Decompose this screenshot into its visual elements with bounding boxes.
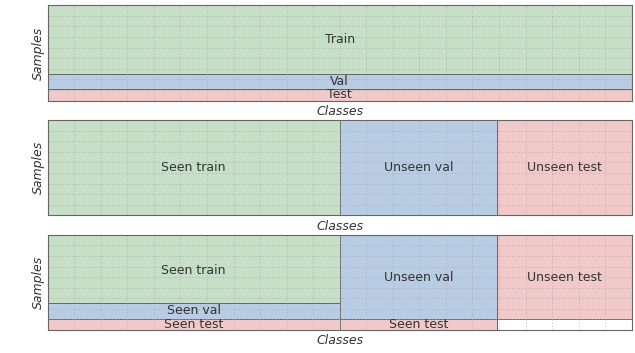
Text: Unseen test: Unseen test <box>527 271 602 284</box>
Bar <box>48 5 632 74</box>
Text: Unseen val: Unseen val <box>384 161 453 174</box>
Y-axis label: Samples: Samples <box>32 141 45 194</box>
Bar <box>497 235 632 319</box>
Text: Train: Train <box>324 33 355 46</box>
Text: Seen test: Seen test <box>389 318 448 331</box>
Text: Classes: Classes <box>316 105 363 118</box>
Y-axis label: Samples: Samples <box>32 26 45 79</box>
Bar <box>48 319 340 330</box>
Text: Seen val: Seen val <box>166 305 221 317</box>
Bar <box>48 89 632 101</box>
Y-axis label: Samples: Samples <box>32 256 45 309</box>
Text: Val: Val <box>330 75 349 88</box>
Text: Seen train: Seen train <box>161 264 226 277</box>
Bar <box>340 235 497 319</box>
Text: Test: Test <box>328 88 352 101</box>
Text: Unseen val: Unseen val <box>384 271 453 284</box>
Bar <box>48 74 632 89</box>
Text: Unseen test: Unseen test <box>527 161 602 174</box>
Bar <box>340 120 497 215</box>
Bar <box>497 120 632 215</box>
Text: Seen train: Seen train <box>161 161 226 174</box>
Text: Classes: Classes <box>316 220 363 233</box>
Bar <box>48 303 340 319</box>
Bar <box>48 120 340 215</box>
Text: Seen test: Seen test <box>164 318 224 331</box>
Bar <box>340 319 497 330</box>
Text: Classes: Classes <box>316 334 363 347</box>
Bar <box>48 235 340 303</box>
